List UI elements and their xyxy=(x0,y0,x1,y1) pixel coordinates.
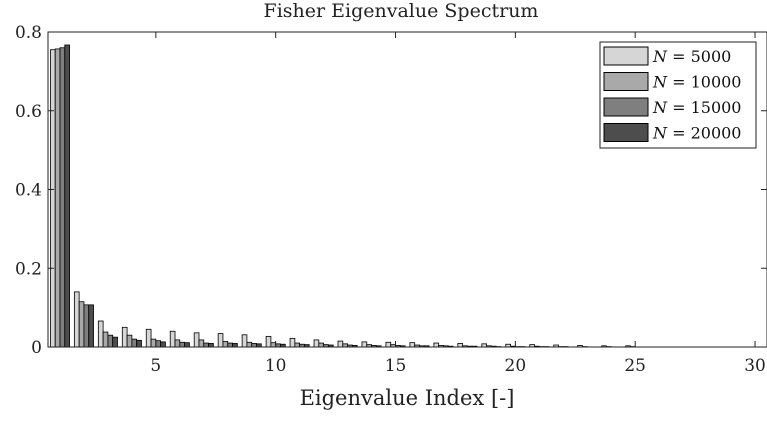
y-tick-label: 0.8 xyxy=(15,23,42,43)
x-axis-label: Eigenvalue Index [-] xyxy=(300,386,515,410)
bar-10000-index-3 xyxy=(102,331,109,348)
legend-swatch-15000 xyxy=(603,97,649,117)
legend: N = 5000 N = 10000 N = 15000 N = 20000 xyxy=(599,41,757,149)
bar-10000-index-2 xyxy=(78,301,85,348)
bar-5000-index-4 xyxy=(121,326,128,348)
bar-20000-index-8 xyxy=(232,343,238,348)
bar-20000-index-2 xyxy=(88,304,94,348)
bar-5000-index-13 xyxy=(337,340,344,348)
bar-5000-index-9 xyxy=(241,334,248,348)
bar-20000-index-4 xyxy=(136,339,142,348)
y-tick-label: 0.4 xyxy=(15,181,42,201)
bar-5000-index-5 xyxy=(145,328,152,348)
legend-label-20000: N = 20000 xyxy=(652,124,741,143)
bar-5000-index-18 xyxy=(457,343,464,348)
bar-20000-index-1 xyxy=(64,44,70,348)
x-tick-label: 10 xyxy=(265,356,287,376)
bar-5000-index-10 xyxy=(265,335,272,348)
bar-15000-index-9 xyxy=(251,343,257,348)
x-tick-label: 15 xyxy=(385,356,407,376)
legend-swatch-10000 xyxy=(603,72,649,91)
bar-5000-index-1 xyxy=(50,49,56,348)
bar-15000-index-8 xyxy=(227,342,233,348)
chart-title: Fisher Eigenvalue Spectrum xyxy=(264,0,539,22)
bar-10000-index-10 xyxy=(270,342,277,348)
bar-10000-index-12 xyxy=(318,342,325,348)
bar-5000-index-6 xyxy=(169,330,176,348)
legend-label-5000: N = 5000 xyxy=(652,47,731,66)
bar-15000-index-1 xyxy=(59,47,66,348)
x-tick-label: 25 xyxy=(624,356,646,376)
bar-5000-index-14 xyxy=(361,341,368,348)
bar-5000-index-17 xyxy=(433,342,440,348)
bar-5000-index-2 xyxy=(73,291,80,348)
y-tick-label: 0 xyxy=(31,338,42,358)
legend-swatch-20000 xyxy=(603,123,649,142)
y-axis-ticks: 0 0.2 0.4 0.6 0.8 xyxy=(15,23,767,358)
bar-20000-index-3 xyxy=(112,336,118,348)
bar-15000-index-6 xyxy=(179,341,186,348)
bars-group xyxy=(50,44,636,348)
bar-20000-index-5 xyxy=(160,341,166,348)
bar-5000-index-16 xyxy=(409,342,416,348)
bar-10000-index-4 xyxy=(126,334,133,348)
y-tick-label: 0.2 xyxy=(15,259,42,279)
bar-15000-index-5 xyxy=(155,340,162,348)
legend-swatch-5000 xyxy=(603,46,649,66)
bar-5000-index-7 xyxy=(193,332,200,348)
bar-10000-index-6 xyxy=(174,339,181,348)
x-tick-label: 5 xyxy=(150,356,161,376)
bar-15000-index-7 xyxy=(203,342,209,348)
bar-10000-index-1 xyxy=(54,48,61,348)
bar-5000-index-15 xyxy=(385,341,392,348)
x-tick-label: 30 xyxy=(744,356,766,376)
bar-15000-index-4 xyxy=(131,338,138,348)
bar-10000-index-5 xyxy=(150,338,157,348)
bar-5000-index-8 xyxy=(217,333,224,348)
bar-5000-index-12 xyxy=(313,339,320,348)
bar-5000-index-3 xyxy=(97,320,104,348)
bar-5000-index-11 xyxy=(289,337,296,348)
y-tick-label: 0.6 xyxy=(15,102,42,122)
legend-label-10000: N = 10000 xyxy=(652,73,741,92)
bar-10000-index-7 xyxy=(198,339,205,348)
bar-20000-index-6 xyxy=(184,342,190,348)
bar-10000-index-11 xyxy=(294,342,301,348)
bar-10000-index-9 xyxy=(246,341,253,348)
bar-20000-index-7 xyxy=(208,343,214,348)
bar-15000-index-2 xyxy=(83,304,90,348)
bar-15000-index-3 xyxy=(107,334,114,348)
legend-label-15000: N = 15000 xyxy=(652,98,741,117)
bar-10000-index-8 xyxy=(222,341,229,348)
x-axis-ticks: 5 10 15 20 25 30 xyxy=(150,32,766,376)
x-tick-label: 20 xyxy=(505,356,527,376)
